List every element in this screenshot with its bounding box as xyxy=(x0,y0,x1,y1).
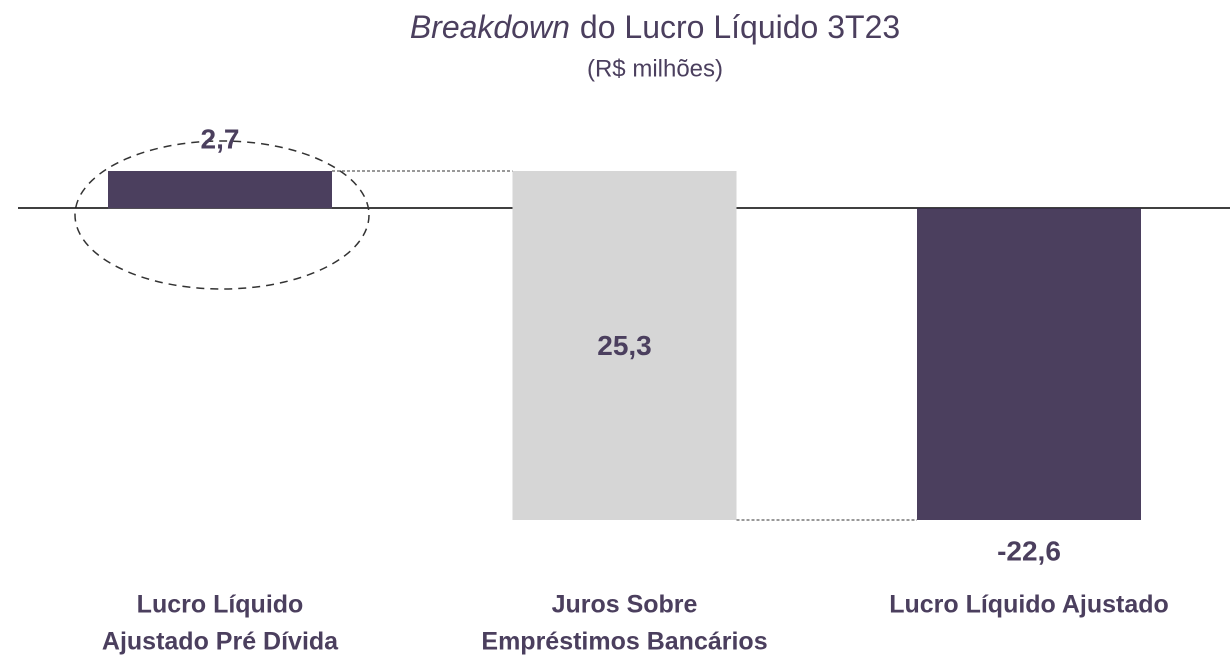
title-text: do Lucro Líquido 3T23 xyxy=(580,9,900,45)
x-tick-label: Lucro Líquido xyxy=(137,591,304,619)
chart-title: Breakdown do Lucro Líquido 3T23 xyxy=(410,9,900,45)
bar xyxy=(917,208,1141,520)
x-tick-label: Ajustado Pré Dívida xyxy=(102,628,339,656)
x-tick-label: Empréstimos Bancários xyxy=(481,628,767,656)
data-label: -22,6 xyxy=(997,535,1061,566)
bar xyxy=(512,171,737,520)
x-tick-label: Juros Sobre xyxy=(552,591,698,619)
bar xyxy=(108,171,332,209)
highlight-ellipse xyxy=(74,140,370,290)
data-label: 25,3 xyxy=(597,330,652,361)
title-emphasis: Breakdown xyxy=(410,9,570,45)
chart-subtitle: (R$ milhões) xyxy=(587,55,723,82)
x-tick-label: Lucro Líquido Ajustado xyxy=(889,591,1169,619)
data-label: 2,7 xyxy=(201,123,240,154)
